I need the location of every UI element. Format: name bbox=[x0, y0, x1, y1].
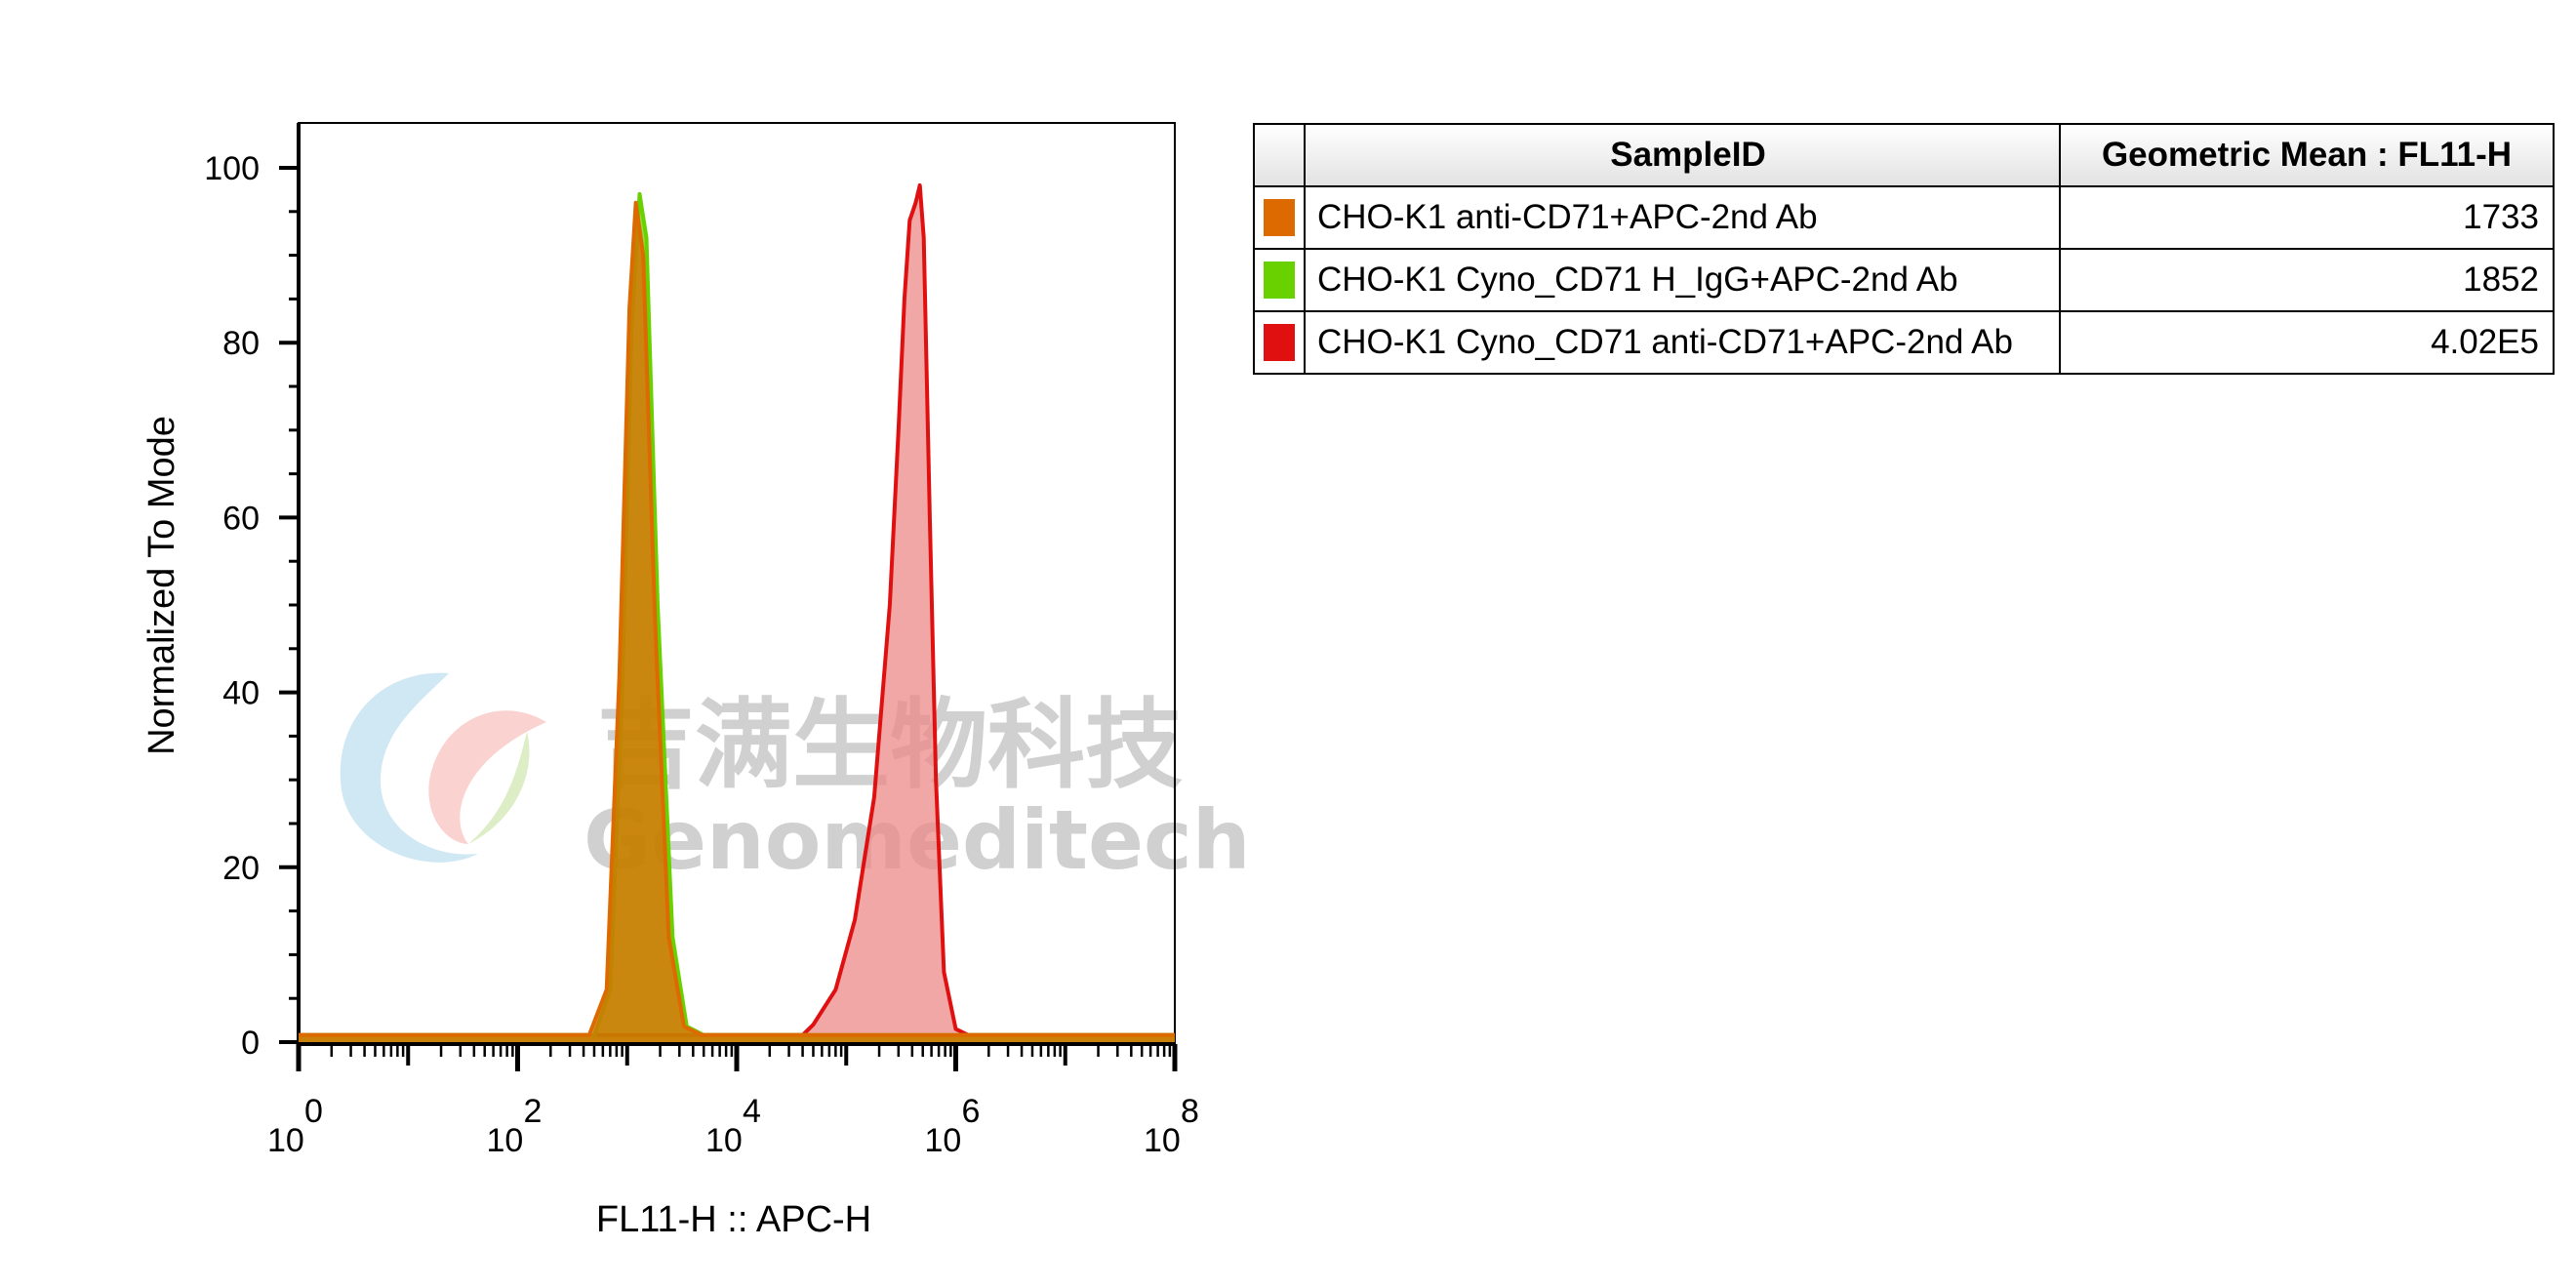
x-axis-label: FL11-H :: APC-H bbox=[596, 1199, 871, 1240]
y-tick-label: 60 bbox=[222, 500, 260, 537]
series-line-0 bbox=[299, 182, 1175, 1037]
table-row: CHO-K1 anti-CD71+APC-2nd Ab 1733 bbox=[1253, 185, 2555, 250]
color-swatch bbox=[1264, 324, 1295, 361]
plot-frame bbox=[298, 122, 1176, 1045]
watermark-logo bbox=[340, 672, 546, 863]
swatch-cell bbox=[1253, 185, 1306, 250]
x-tick-label-base: 10 bbox=[487, 1122, 524, 1159]
swatch-header bbox=[1253, 123, 1306, 187]
series-fill-2 bbox=[299, 202, 1175, 1043]
x-tick-label-base: 10 bbox=[267, 1122, 304, 1159]
sampleid-header: SampleID bbox=[1304, 123, 2061, 187]
table-row: CHO-K1 Cyno_CD71 H_IgG+APC-2nd Ab 1852 bbox=[1253, 248, 2555, 312]
x-tick-label-base: 10 bbox=[925, 1122, 962, 1159]
sample-id-cell: CHO-K1 Cyno_CD71 H_IgG+APC-2nd Ab bbox=[1304, 248, 2061, 312]
swatch-cell bbox=[1253, 248, 1306, 312]
x-tick-label-exponent: 0 bbox=[304, 1093, 323, 1130]
x-tick-label-exponent: 8 bbox=[1181, 1093, 1199, 1130]
x-tick-label-base: 10 bbox=[1144, 1122, 1181, 1159]
sample-id-cell: CHO-K1 anti-CD71+APC-2nd Ab bbox=[1304, 185, 2061, 250]
x-tick-label-exponent: 6 bbox=[962, 1093, 981, 1130]
x-tick-label-base: 10 bbox=[705, 1122, 743, 1159]
x-tick-label-exponent: 2 bbox=[524, 1093, 543, 1130]
sample-id-cell: CHO-K1 Cyno_CD71 anti-CD71+APC-2nd Ab bbox=[1304, 310, 2061, 375]
table-header-row: SampleID Geometric Mean : FL11-H bbox=[1253, 123, 2555, 187]
swatch-cell bbox=[1253, 310, 1306, 375]
geomean-cell: 4.02E5 bbox=[2059, 310, 2555, 375]
y-tick-label: 40 bbox=[222, 675, 260, 712]
geomean-header: Geometric Mean : FL11-H bbox=[2059, 123, 2555, 187]
geomean-cell: 1733 bbox=[2059, 185, 2555, 250]
y-tick-label: 20 bbox=[222, 850, 260, 887]
table-row: CHO-K1 Cyno_CD71 anti-CD71+APC-2nd Ab 4.0… bbox=[1253, 310, 2555, 375]
x-tick-label-exponent: 4 bbox=[743, 1093, 761, 1130]
y-tick-label: 0 bbox=[241, 1025, 260, 1062]
color-swatch bbox=[1264, 199, 1295, 236]
color-swatch bbox=[1264, 262, 1295, 299]
series-line-2 bbox=[299, 200, 1175, 1037]
y-tick-label: 100 bbox=[204, 150, 260, 187]
series-fill-0 bbox=[299, 184, 1175, 1042]
y-axis-label: Normalized To Mode bbox=[141, 416, 182, 755]
statistics-table: SampleID Geometric Mean : FL11-H CHO-K1 … bbox=[1253, 123, 2555, 375]
series-line-1 bbox=[299, 191, 1175, 1037]
y-tick-label: 80 bbox=[222, 325, 260, 362]
series-fill-1 bbox=[299, 193, 1175, 1042]
geomean-cell: 1852 bbox=[2059, 248, 2555, 312]
